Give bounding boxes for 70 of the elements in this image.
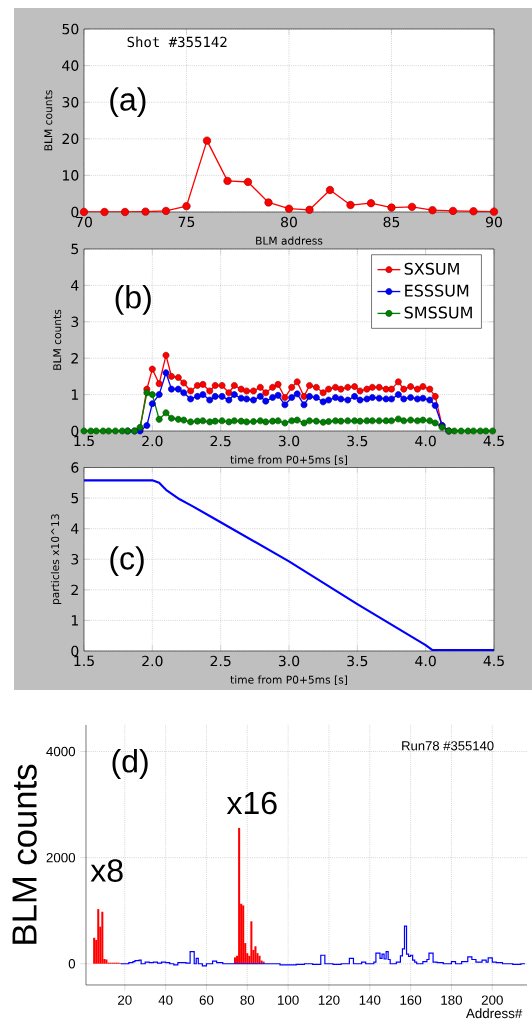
x-tick-label: 2.5	[210, 655, 231, 667]
y-tick-label: 5	[71, 243, 79, 255]
x-tick-label: 40	[158, 995, 173, 1005]
y-axis-title: BLM counts	[12, 764, 37, 944]
annotation: x8	[90, 859, 123, 882]
y-tick-label: 0	[68, 959, 76, 969]
x-tick-label: 2.0	[142, 435, 163, 447]
x-tick-label: 75	[178, 216, 195, 228]
x-tick-label: 180	[441, 995, 463, 1005]
x-tick-label: 85	[383, 216, 400, 228]
legend-label: ESSSUM	[405, 284, 469, 297]
x-tick-label: 4.5	[483, 655, 504, 667]
y-tick-label: 0	[71, 425, 79, 437]
x-tick-label: 80	[240, 995, 255, 1005]
x-tick-label: 2.0	[142, 655, 163, 667]
y-tick-label: 3	[71, 553, 79, 565]
y-tick-label: 3	[71, 316, 79, 328]
x-tick-label: 2.5	[210, 435, 231, 447]
y-tick-label: 2000	[46, 852, 76, 863]
x-tick-label: 4.0	[415, 655, 436, 667]
y-tick-label: 20	[62, 133, 79, 145]
y-tick-label: 30	[62, 96, 79, 108]
x-tick-label: 80	[281, 216, 297, 228]
x-tick-label: 120	[318, 995, 340, 1005]
y-tick-label: 2	[71, 584, 78, 596]
y-tick-label: 4000	[46, 746, 76, 757]
x-tick-label: 140	[359, 995, 381, 1005]
y-axis-title: BLM counts	[44, 90, 53, 151]
y-tick-label: 40	[62, 60, 79, 71]
x-tick-label: 20	[118, 995, 132, 1005]
x-tick-label: 100	[278, 995, 299, 1005]
y-tick-label: 1	[71, 389, 78, 400]
x-tick-label: 4.5	[483, 435, 504, 447]
y-axis-title: BLM counts	[53, 309, 62, 370]
annotation: (d)	[112, 749, 148, 779]
x-tick-label: 60	[199, 995, 214, 1005]
x-tick-label: 3.5	[347, 655, 368, 667]
legend-label: SXSUM	[404, 262, 459, 275]
annotation: (c)	[110, 546, 144, 576]
annotation: (a)	[110, 87, 146, 118]
y-tick-label: 50	[62, 23, 79, 35]
y-tick-label: 5	[71, 492, 79, 504]
y-tick-label: 0	[71, 645, 79, 657]
annotation: x16	[226, 791, 277, 815]
x-axis-title: BLM address	[256, 236, 323, 245]
x-tick-label: 1.5	[74, 655, 94, 667]
annotation: Shot #355142	[127, 36, 227, 48]
x-tick-label: 160	[400, 995, 422, 1005]
x-tick-label: 4.0	[415, 435, 436, 447]
legend-label: SMSSUM	[404, 306, 472, 319]
annotation: (b)	[115, 285, 151, 315]
annotation: Run78 #355140	[402, 741, 494, 751]
x-axis-title: time from P0+5ms [s]	[230, 455, 347, 465]
y-tick-label: 1	[71, 615, 78, 626]
x-axis-title: Address#	[465, 1008, 523, 1019]
x-tick-label: 200	[481, 995, 503, 1005]
y-tick-label: 0	[71, 206, 79, 218]
y-tick-label: 4	[71, 280, 79, 291]
y-axis-title: particles x10^13	[50, 514, 62, 605]
y-tick-label: 2	[71, 353, 78, 364]
y-tick-label: 6	[71, 462, 79, 473]
y-tick-label: 4	[71, 523, 79, 534]
x-tick-label: 1.5	[74, 435, 94, 447]
x-axis-title: time from P0+5ms [s]	[230, 675, 347, 685]
x-tick-label: 70	[76, 216, 92, 228]
x-tick-label: 3.0	[278, 435, 300, 447]
x-tick-label: 3.5	[347, 435, 368, 447]
y-tick-label: 10	[63, 170, 79, 181]
x-tick-label: 90	[485, 216, 502, 228]
x-tick-label: 3.0	[278, 655, 300, 667]
